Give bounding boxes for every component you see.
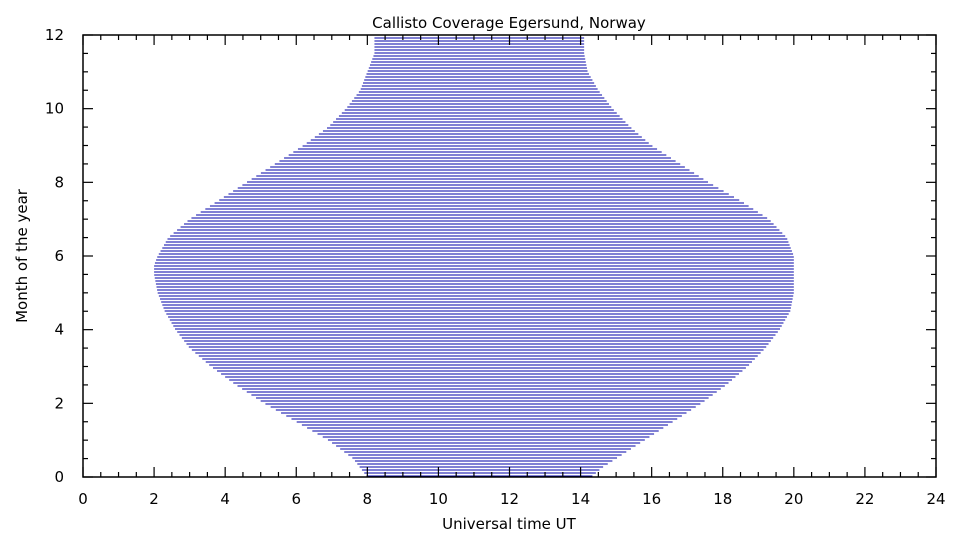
y-axis-label: Month of the year xyxy=(13,188,31,323)
y-tick-label: 4 xyxy=(54,321,64,339)
y-tick-label: 6 xyxy=(54,247,64,265)
y-tick-label: 2 xyxy=(54,394,64,412)
x-tick-label: 24 xyxy=(926,490,945,508)
y-tick-label: 0 xyxy=(54,468,64,486)
x-tick-label: 2 xyxy=(149,490,159,508)
x-tick-label: 18 xyxy=(713,490,732,508)
y-tick-label: 8 xyxy=(54,173,64,191)
x-tick-label: 4 xyxy=(220,490,230,508)
y-axis: 0 2 4 6 8 10 12 xyxy=(45,26,936,486)
x-tick-label: 20 xyxy=(784,490,803,508)
x-tick-label: 0 xyxy=(78,490,88,508)
x-tick-label: 8 xyxy=(363,490,373,508)
x-tick-label: 22 xyxy=(855,490,874,508)
x-tick-label: 10 xyxy=(429,490,448,508)
x-tick-label: 16 xyxy=(642,490,661,508)
y-tick-label: 12 xyxy=(45,26,64,44)
x-axis-label: Universal time UT xyxy=(442,515,577,533)
x-tick-label: 14 xyxy=(571,490,590,508)
chart-title: Callisto Coverage Egersund, Norway xyxy=(372,14,646,32)
x-axis: 0 2 4 6 8 10 12 14 16 18 20 22 24 xyxy=(78,35,946,508)
x-tick-label: 12 xyxy=(500,490,519,508)
y-tick-label: 10 xyxy=(45,100,64,118)
coverage-band xyxy=(154,34,794,477)
x-tick-label: 6 xyxy=(291,490,301,508)
